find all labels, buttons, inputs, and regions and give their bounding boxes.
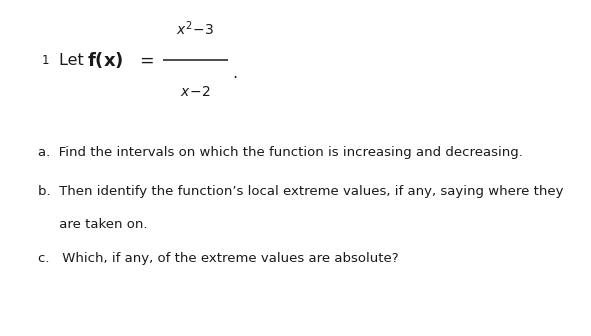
Text: .: .	[232, 67, 238, 81]
Text: a.  Find the intervals on which the function is increasing and decreasing.: a. Find the intervals on which the funct…	[38, 146, 523, 159]
Text: $x\!-\!2$: $x\!-\!2$	[180, 85, 210, 99]
Text: 1: 1	[41, 54, 49, 67]
Text: b.  Then identify the function’s local extreme values, if any, saying where they: b. Then identify the function’s local ex…	[38, 185, 564, 198]
Text: $\mathbf{f(x)}$: $\mathbf{f(x)}$	[87, 50, 124, 71]
Text: are taken on.: are taken on.	[38, 218, 148, 230]
Text: $x^{2}\!-\!3$: $x^{2}\!-\!3$	[176, 19, 214, 38]
Text: c.   Which, if any, of the extreme values are absolute?: c. Which, if any, of the extreme values …	[38, 252, 399, 265]
Text: =: =	[139, 51, 154, 70]
Text: Let: Let	[59, 53, 87, 68]
